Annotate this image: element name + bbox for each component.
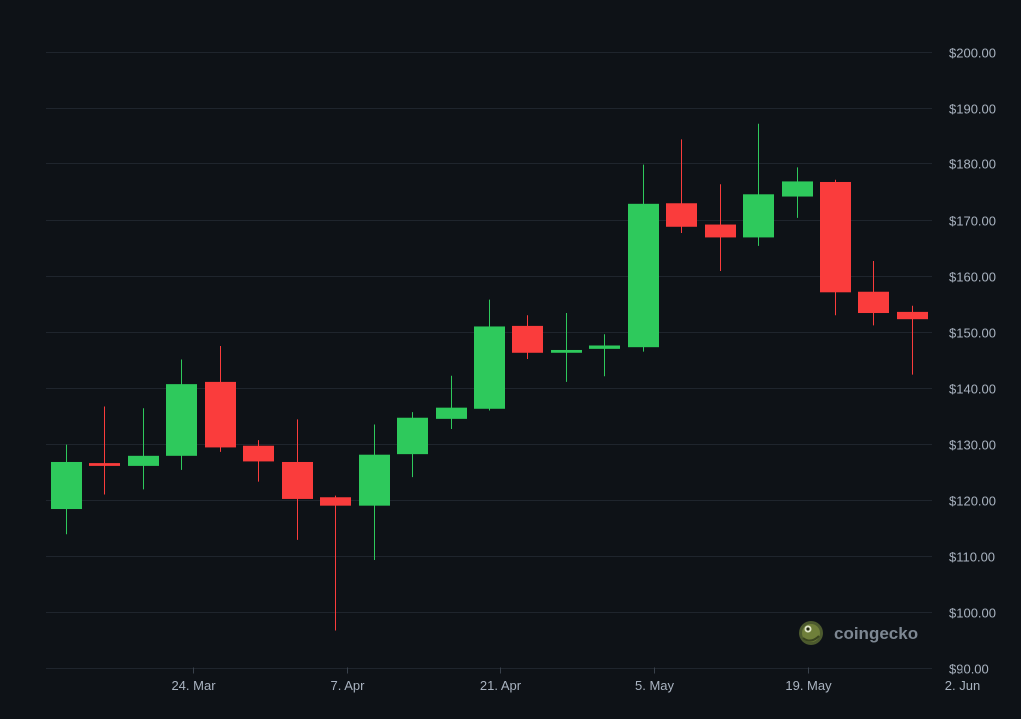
candle-down[interactable] bbox=[897, 305, 928, 375]
y-tick-label: $120.00 bbox=[949, 494, 996, 509]
candle-body bbox=[320, 497, 351, 506]
x-tick-label: 2. Jun bbox=[945, 678, 980, 693]
y-tick-label: $110.00 bbox=[949, 550, 995, 565]
candle-down[interactable] bbox=[705, 184, 736, 272]
y-tick-label: $200.00 bbox=[949, 46, 996, 61]
candle-up[interactable] bbox=[743, 123, 774, 246]
candle-body bbox=[705, 224, 736, 238]
candle-down[interactable] bbox=[282, 419, 313, 540]
candle-body bbox=[128, 455, 159, 466]
x-tick-label: 7. Apr bbox=[331, 678, 366, 693]
candle-up[interactable] bbox=[551, 313, 582, 382]
candle-body bbox=[205, 381, 236, 448]
y-tick-label: $150.00 bbox=[949, 326, 996, 341]
y-tick-label: $160.00 bbox=[949, 270, 996, 285]
candle-down[interactable] bbox=[89, 406, 120, 495]
candle-body bbox=[512, 325, 543, 353]
y-tick-label: $90.00 bbox=[949, 662, 989, 677]
candle-up[interactable] bbox=[51, 444, 82, 535]
y-tick-label: $190.00 bbox=[949, 102, 996, 117]
y-tick-label: $130.00 bbox=[949, 438, 996, 453]
coingecko-logo-icon bbox=[799, 621, 823, 645]
candle-up[interactable] bbox=[628, 164, 659, 352]
candle-body bbox=[51, 461, 82, 510]
candle-body bbox=[820, 181, 851, 293]
candle-up[interactable] bbox=[128, 408, 159, 490]
candle-body bbox=[589, 345, 620, 349]
coingecko-watermark: coingecko bbox=[799, 621, 918, 645]
candle-body bbox=[397, 417, 428, 455]
x-tick-label: 19. May bbox=[785, 678, 832, 693]
candle-body bbox=[628, 203, 659, 348]
candle-down[interactable] bbox=[243, 440, 274, 482]
candle-down[interactable] bbox=[858, 260, 889, 326]
candle-up[interactable] bbox=[589, 334, 620, 377]
x-axis: 24. Mar 7. Apr 21. Apr 5. May 19. May 2. Jun bbox=[171, 667, 980, 693]
candle-body bbox=[436, 407, 467, 419]
candles bbox=[51, 123, 928, 631]
candle-up[interactable] bbox=[397, 412, 428, 478]
candle-up[interactable] bbox=[166, 359, 197, 470]
candle-body bbox=[282, 461, 313, 499]
x-tick-label: 5. May bbox=[635, 678, 675, 693]
y-axis: $90.00 $100.00 $110.00 $120.00 $130.00 $140.0… bbox=[949, 46, 996, 677]
y-tick-label: $100.00 bbox=[949, 606, 996, 621]
candle-body bbox=[858, 291, 889, 314]
candle-body bbox=[782, 181, 813, 197]
x-tick-label: 24. Mar bbox=[171, 678, 216, 693]
candle-down[interactable] bbox=[820, 179, 851, 316]
candle-up[interactable] bbox=[782, 167, 813, 218]
candle-body bbox=[474, 326, 505, 409]
candle-body bbox=[89, 463, 120, 466]
candle-body bbox=[243, 445, 274, 462]
x-tick-label: 21. Apr bbox=[480, 678, 522, 693]
candle-body bbox=[897, 311, 928, 320]
y-tick-label: $140.00 bbox=[949, 382, 996, 397]
candle-body bbox=[551, 349, 582, 353]
candle-body bbox=[166, 384, 197, 456]
candle-down[interactable] bbox=[320, 495, 351, 631]
watermark-text: coingecko bbox=[834, 624, 918, 643]
candle-up[interactable] bbox=[474, 299, 505, 411]
y-tick-label: $170.00 bbox=[949, 214, 996, 229]
candle-up[interactable] bbox=[436, 375, 467, 429]
candle-body bbox=[666, 203, 697, 227]
candle-down[interactable] bbox=[205, 346, 236, 452]
candle-down[interactable] bbox=[666, 139, 697, 233]
y-tick-label: $180.00 bbox=[949, 157, 996, 172]
candle-body bbox=[359, 454, 390, 506]
candle-down[interactable] bbox=[512, 315, 543, 359]
candle-up[interactable] bbox=[359, 424, 390, 560]
candle-body bbox=[743, 194, 774, 238]
